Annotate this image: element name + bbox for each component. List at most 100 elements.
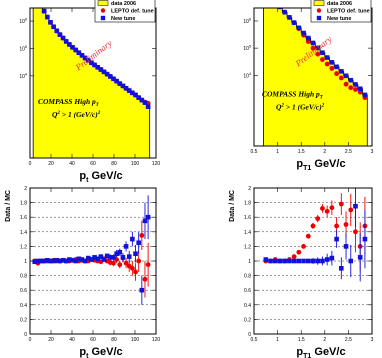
newtune-point <box>108 74 113 79</box>
newtune-point <box>98 67 104 72</box>
lepto-point <box>343 222 349 227</box>
lepto-point <box>142 276 148 282</box>
newtune-point <box>57 32 63 37</box>
newtune-point <box>41 258 47 264</box>
x-tick-label: 2 <box>323 337 326 343</box>
legend-label: LEPTO def. tune <box>111 9 154 15</box>
y-tick-label: 0 <box>24 332 27 338</box>
plot-area <box>254 188 372 320</box>
newtune-point <box>130 236 135 242</box>
lepto-point <box>111 260 116 266</box>
newtune-point <box>73 258 78 264</box>
newtune-point <box>111 255 116 260</box>
x-tick-label: 80 <box>111 161 117 167</box>
newtune-point <box>263 257 269 262</box>
newtune-point <box>324 55 330 60</box>
newtune-point <box>101 69 107 75</box>
x-tick-label: 20 <box>48 337 54 343</box>
newtune-point <box>117 249 123 255</box>
newtune-point <box>82 258 88 264</box>
newtune-point <box>36 0 41 1</box>
newtune-point <box>324 257 330 262</box>
x-tick-label: 2.5 <box>345 337 352 343</box>
x-tick-label: 100 <box>131 337 140 343</box>
newtune-point <box>63 258 69 264</box>
newtune-point <box>145 214 151 220</box>
x-tick-label: 20 <box>48 161 54 167</box>
y-tick-label: 1.6 <box>244 215 251 221</box>
y-tick-label: 1.8 <box>244 201 251 207</box>
plot-area <box>263 8 368 146</box>
newtune-point <box>70 45 75 50</box>
newtune-point <box>92 62 97 68</box>
newtune-point <box>133 251 138 256</box>
newtune-point <box>85 255 91 261</box>
newtune-point <box>136 95 141 100</box>
newtune-point <box>343 244 349 249</box>
newtune-point <box>73 47 78 53</box>
newtune-point <box>70 257 75 263</box>
newtune-point <box>114 78 119 84</box>
lepto-point <box>329 65 335 71</box>
panel-pt1-ratio: 0.5 1 1.5 2 2.5 3 0 0.2 0.4 0.6 0.8 1 1.2 1.4 1.6 1.8 2 p… <box>229 186 374 358</box>
newtune-point <box>95 256 101 262</box>
newtune-point <box>291 258 297 264</box>
newtune-point <box>305 258 311 264</box>
newtune-point <box>67 42 72 47</box>
x-tick-label: 40 <box>69 337 75 343</box>
lepto-point <box>145 262 151 268</box>
panel-pt1-spectrum: 0.5 1 1.5 2 2.5 3 104 105 106 pT1 GeV/c data 2006 L… <box>243 0 374 172</box>
newtune-point <box>32 259 38 265</box>
newtune-point <box>136 240 141 246</box>
y-tick-label: 0.2 <box>244 317 251 323</box>
y-tick-label: 1.4 <box>20 230 27 236</box>
newtune-point <box>126 88 132 93</box>
newtune-point <box>310 258 316 264</box>
newtune-point <box>76 50 82 55</box>
y-tick-label: 2 <box>24 186 27 192</box>
newtune-point <box>41 8 47 14</box>
newtune-point <box>142 218 148 224</box>
newtune-point <box>362 236 368 242</box>
lepto-point <box>320 206 325 211</box>
x-tick-label: 0 <box>29 161 32 167</box>
newtune-point <box>287 258 292 264</box>
y-tick-label: 0.4 <box>244 303 251 309</box>
lepto-point <box>117 262 123 268</box>
lepto-point <box>334 71 339 77</box>
y-tick-label: 0.6 <box>244 288 251 294</box>
newtune-point <box>296 258 302 264</box>
newtune-point <box>63 39 69 44</box>
newtune-point <box>357 255 363 260</box>
newtune-point <box>268 258 273 264</box>
newtune-point <box>277 8 283 10</box>
lepto-point <box>133 269 138 275</box>
newtune-point <box>101 257 107 262</box>
newtune-point <box>35 258 41 264</box>
newtune-point <box>301 258 306 264</box>
newtune-point <box>117 81 123 86</box>
lepto-point <box>296 249 302 255</box>
y-tick-label: 1.6 <box>20 215 27 221</box>
y-tick-label: 1 <box>248 259 251 265</box>
newtune-point <box>76 256 82 262</box>
lepto-point <box>353 229 358 235</box>
newtune-point <box>79 257 85 262</box>
y-tick-label: 0.8 <box>20 274 27 280</box>
x-tick-label: 0.5 <box>251 149 258 155</box>
newtune-point <box>98 254 104 259</box>
y-tick-label: 1 <box>24 259 27 265</box>
newtune-point <box>353 82 358 87</box>
newtune-point <box>329 255 335 261</box>
data-histogram <box>263 8 368 146</box>
y-tick-label: 0.4 <box>20 303 27 309</box>
newtune-point <box>120 255 126 260</box>
y-tick-label: 105 <box>19 45 27 53</box>
lepto-point <box>338 201 344 207</box>
newtune-point <box>60 257 66 263</box>
newtune-point <box>82 55 88 61</box>
newtune-point <box>92 255 97 260</box>
newtune-point <box>51 24 56 30</box>
y-tick-label: 106 <box>19 18 27 26</box>
